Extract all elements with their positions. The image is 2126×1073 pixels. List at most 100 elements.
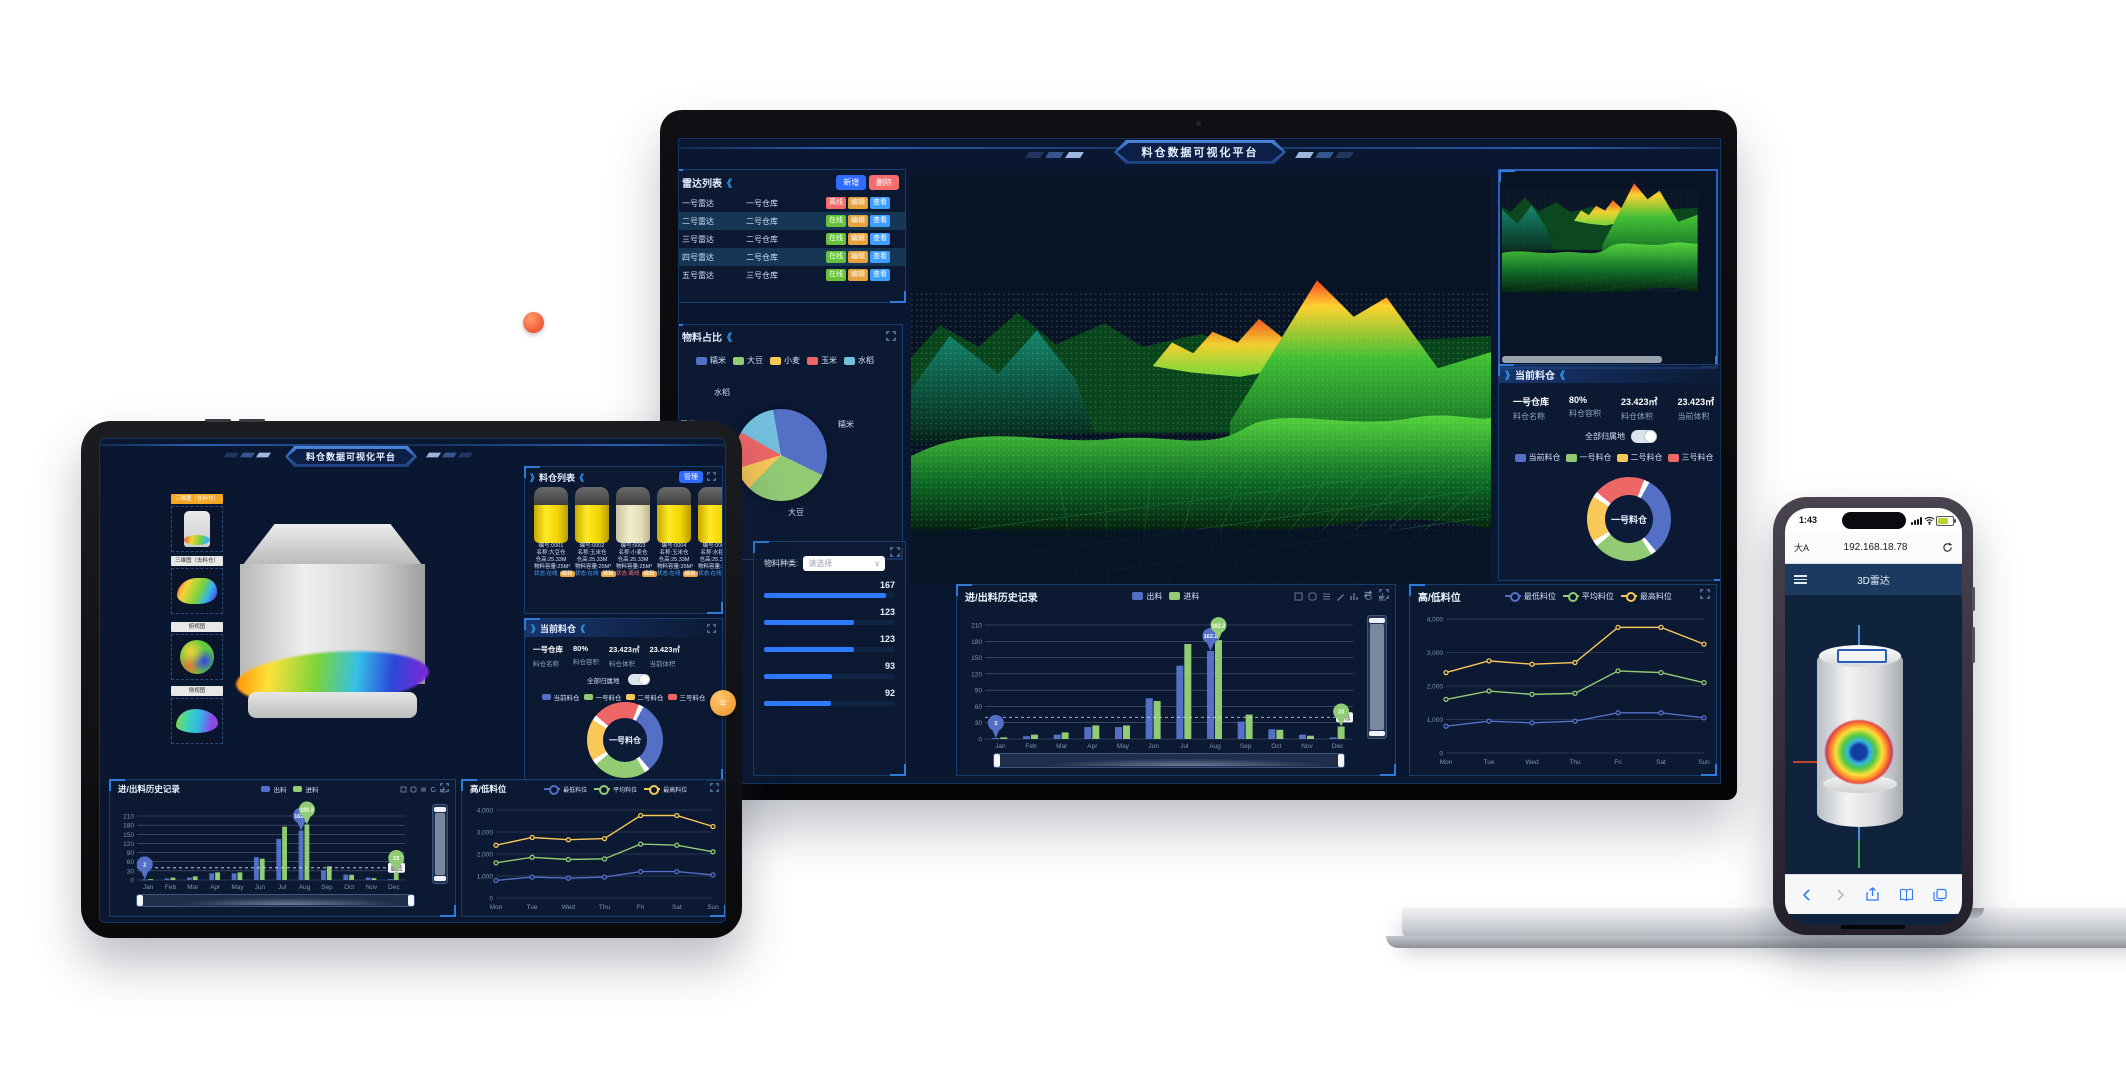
legend-item[interactable]: 三号料仓 xyxy=(667,692,706,702)
zoom-select-icon[interactable] xyxy=(1294,592,1303,601)
table-row[interactable]: 四号雷达 二号仓库 在线 编辑 查看 xyxy=(679,248,905,266)
silo-card[interactable]: 编号:0003 名称:小麦仓 仓高:25.33M 物料容量:25M³ 状态:离线… xyxy=(616,487,657,578)
legend-item[interactable]: 进料 xyxy=(1169,591,1199,602)
levels-line-chart[interactable]: 0 1,000 2,000 3,000 4,000 Mon Tue Wed Thu Fri Sat S… xyxy=(1416,611,1712,767)
expand-icon[interactable] xyxy=(890,547,900,557)
restore-icon[interactable] xyxy=(1364,592,1373,601)
expand-icon[interactable] xyxy=(1700,589,1710,599)
silo-card[interactable]: 编号:0005 名称:水稻仓 仓高:25.33M 物料容量:25M³ 状态:在线… xyxy=(698,487,722,578)
add-button[interactable]: 新增 xyxy=(836,174,867,190)
thumbnail-3d-surface[interactable]: 三维图（去料仓） xyxy=(171,556,223,614)
view-button[interactable]: 查看 xyxy=(870,251,890,263)
view-button[interactable]: 查看 xyxy=(870,215,890,227)
material-pie-chart[interactable] xyxy=(735,409,827,501)
save-image-icon[interactable] xyxy=(440,786,447,793)
legend-item[interactable]: 最高料位 xyxy=(1620,591,1672,602)
view-button[interactable]: 查看 xyxy=(870,197,890,209)
save-image-icon[interactable] xyxy=(1378,592,1387,601)
silo-cylinder-model[interactable] xyxy=(1817,645,1903,827)
edit-button[interactable]: 编辑 xyxy=(559,571,575,577)
edit-button[interactable]: 编辑 xyxy=(848,197,868,209)
expand-icon[interactable] xyxy=(886,331,896,341)
table-row[interactable]: 五号雷达 三号仓库 在线 编辑 查看 xyxy=(679,266,905,284)
legend-item[interactable]: 水稻 xyxy=(844,355,874,366)
url-text[interactable]: 192.168.18.78 xyxy=(1843,542,1908,553)
edit-button[interactable]: 编辑 xyxy=(848,251,868,263)
zoom-reset-icon[interactable] xyxy=(410,786,417,793)
legend-item[interactable]: 平均料位 xyxy=(1562,591,1614,602)
legend-item[interactable]: 最低料位 xyxy=(544,785,587,795)
expand-icon[interactable] xyxy=(707,472,717,482)
legend-item[interactable]: 二号料仓 xyxy=(1616,452,1663,463)
vertical-data-zoom[interactable] xyxy=(1367,615,1387,739)
edit-button[interactable]: 编辑 xyxy=(848,233,868,245)
thumbnail-top-view[interactable]: 俯视图 xyxy=(171,622,223,680)
view-button[interactable]: 查看 xyxy=(870,269,890,281)
silo-card[interactable]: 编号:0002 名称:玉米仓 仓高:25.33M 物料容量:25M³ 状态:在线… xyxy=(575,487,616,578)
reader-mode-button[interactable]: 大A xyxy=(1794,543,1810,553)
refresh-icon[interactable] xyxy=(1942,542,1953,553)
view-button[interactable]: 查看 xyxy=(870,233,890,245)
legend-item[interactable]: 进料 xyxy=(293,784,318,794)
tabs-icon[interactable] xyxy=(1933,888,1947,902)
thumbnail-3d-with-silo[interactable]: 三维图（含料仓） xyxy=(171,494,223,552)
levels-line-chart[interactable]: 0 1,000 2,000 3,000 4,000 Mon Tue Wed Thu Fri Sat S… xyxy=(466,802,721,912)
expand-icon[interactable] xyxy=(707,624,717,634)
home-toggle[interactable] xyxy=(627,673,650,686)
horizontal-data-zoom[interactable] xyxy=(136,894,415,907)
history-bar-chart[interactable]: 0 30 60 90 120 150 180 210 Jan Feb Mar Apr May Jun Jul… xyxy=(113,800,409,892)
floating-action-button[interactable]: ≡ xyxy=(710,690,736,716)
legend-item[interactable]: 小麦 xyxy=(770,355,800,366)
data-view-icon[interactable] xyxy=(1322,592,1331,601)
horizontal-data-zoom[interactable] xyxy=(993,753,1345,768)
terrain-3d-view[interactable] xyxy=(911,175,1491,583)
delete-button[interactable]: 删除 xyxy=(869,174,899,190)
edit-button[interactable]: 编辑 xyxy=(600,571,616,577)
manage-button[interactable]: 管理 xyxy=(679,471,703,483)
silo-donut-chart[interactable]: 一号料仓 xyxy=(1587,477,1671,561)
history-bar-chart[interactable]: 0 30 60 90 120 150 180 210 Jan Feb Mar Apr May Jun Jul… xyxy=(961,609,1357,751)
zoom-reset-icon[interactable] xyxy=(1308,592,1317,601)
edit-icon[interactable] xyxy=(1336,592,1345,601)
browser-address-bar[interactable]: 大A 192.168.18.78 xyxy=(1785,532,1962,564)
mini-terrain-view[interactable] xyxy=(1502,173,1714,351)
legend-item[interactable]: 当前料仓 xyxy=(1514,452,1561,463)
mini-scrollbar[interactable] xyxy=(1502,356,1662,363)
table-row[interactable]: 三号雷达 二号仓库 在线 编辑 查看 xyxy=(679,230,905,248)
silo-3d-model[interactable] xyxy=(234,524,431,724)
zoom-select-icon[interactable] xyxy=(400,786,407,793)
share-icon[interactable] xyxy=(1865,887,1880,902)
legend-item[interactable]: 一号料仓 xyxy=(1565,452,1612,463)
edit-button[interactable]: 编辑 xyxy=(641,571,657,577)
legend-item[interactable]: 平均料位 xyxy=(594,785,637,795)
vertical-data-zoom[interactable] xyxy=(432,804,448,884)
edit-button[interactable]: 编辑 xyxy=(848,215,868,227)
restore-icon[interactable] xyxy=(430,786,437,793)
legend-item[interactable]: 最高料位 xyxy=(644,785,687,795)
menu-icon[interactable] xyxy=(1794,575,1807,584)
forward-icon[interactable] xyxy=(1833,888,1847,902)
legend-item[interactable]: 出料 xyxy=(1132,591,1162,602)
bar-type-icon[interactable] xyxy=(1350,592,1359,601)
legend-item[interactable]: 出料 xyxy=(261,784,286,794)
edit-button[interactable]: 编辑 xyxy=(682,571,698,577)
table-row[interactable]: 一号雷达 一号仓库 离线 编辑 查看 xyxy=(679,194,905,212)
legend-item[interactable]: 三号料仓 xyxy=(1667,452,1714,463)
legend-item[interactable]: 二号料仓 xyxy=(625,692,664,702)
legend-item[interactable]: 大豆 xyxy=(733,355,763,366)
edit-button[interactable]: 编辑 xyxy=(848,269,868,281)
legend-item[interactable]: 最低料位 xyxy=(1504,591,1556,602)
data-view-icon[interactable] xyxy=(420,786,427,793)
legend-item[interactable]: 玉米 xyxy=(807,355,837,366)
thumbnail-side-view[interactable]: 侧视图 xyxy=(171,686,223,744)
legend-item[interactable]: 糯米 xyxy=(696,355,726,366)
back-icon[interactable] xyxy=(1800,888,1814,902)
silo-donut-chart[interactable]: 一号料仓 xyxy=(587,702,663,778)
legend-item[interactable]: 当前料仓 xyxy=(541,692,580,702)
bookmarks-icon[interactable] xyxy=(1899,888,1914,902)
silo-card[interactable]: 编号:0004 名称:玉米仓 仓高:25.33M 物料容量:25M³ 状态:在线… xyxy=(657,487,698,578)
home-indicator[interactable] xyxy=(1841,925,1905,929)
table-row[interactable]: 二号雷达 二号仓库 在线 编辑 查看 xyxy=(679,212,905,230)
material-type-select[interactable]: 请选择 ∨ xyxy=(803,556,886,571)
silo-card[interactable]: 编号:0001 名称:大豆仓 仓高:25.33M 物料容量:25M³ 状态:在线… xyxy=(534,487,575,578)
